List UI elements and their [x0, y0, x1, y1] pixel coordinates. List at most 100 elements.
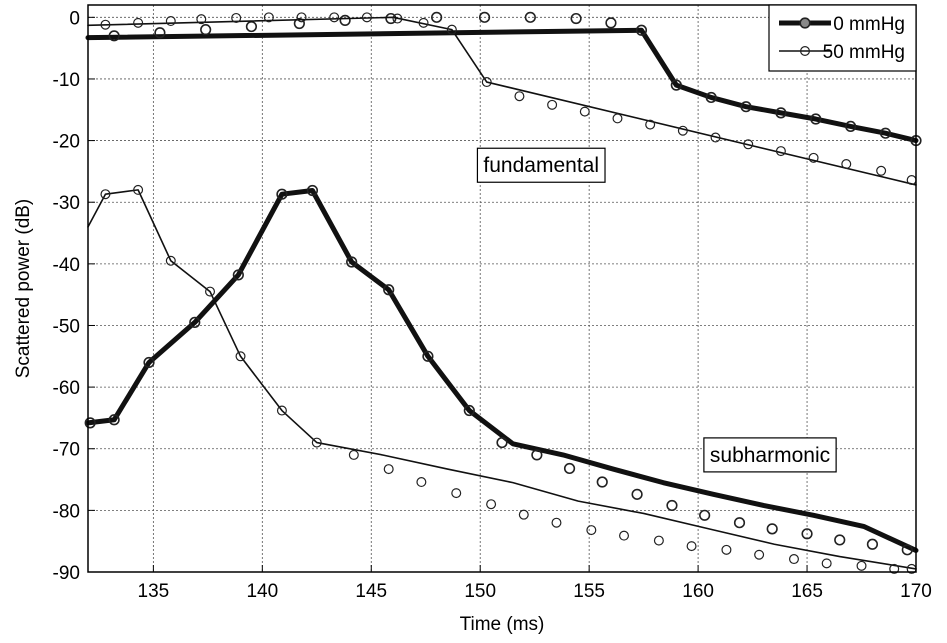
- data-point-fundamental-50mmhg: [296, 12, 307, 23]
- data-point-fundamental-50mmhg: [231, 12, 242, 23]
- data-point-subharmonic-0mmhg: [346, 256, 358, 268]
- legend-label-50mmhg: 50 mmHg: [823, 42, 905, 63]
- data-point-subharmonic-0mmhg: [496, 436, 508, 449]
- annotation-fundamental: fundamental: [476, 147, 606, 183]
- series-line-fundamental-0mmhg: [85, 27, 919, 144]
- data-point-subharmonic-0mmhg: [108, 414, 120, 426]
- data-point-fundamental-0mmhg: [570, 12, 582, 25]
- data-point-fundamental-50mmhg: [133, 17, 144, 28]
- series-layer: [84, 11, 922, 574]
- data-point-subharmonic-0mmhg: [383, 284, 395, 296]
- x-tick-label: 165: [791, 581, 823, 602]
- data-point-subharmonic-0mmhg: [531, 449, 543, 461]
- data-point-subharmonic-0mmhg: [232, 269, 244, 281]
- y-tick-label: -20: [53, 132, 80, 153]
- y-axis-title: Scattered power (dB): [13, 199, 34, 379]
- data-point-fundamental-50mmhg: [481, 77, 492, 88]
- annotation-layer: fundamental subharmonic: [476, 147, 837, 473]
- data-point-fundamental-0mmhg: [154, 27, 166, 39]
- legend-label-0mmhg: 0 mmHg: [833, 14, 905, 35]
- data-point-subharmonic-0mmhg: [733, 517, 746, 529]
- legend-marker-0mmhg: [799, 17, 811, 29]
- series-line-fundamental-50mmhg: [87, 16, 917, 186]
- data-point-fundamental-50mmhg: [775, 146, 786, 157]
- annotation-subharmonic: subharmonic: [703, 437, 837, 473]
- data-point-fundamental-0mmhg: [775, 107, 787, 119]
- data-point-fundamental-0mmhg: [293, 17, 305, 30]
- legend-marker-50mmhg: [799, 45, 810, 56]
- annotation-box: [703, 437, 837, 473]
- legend-box: [768, 4, 917, 72]
- tick-layer: 135 140 145 150 155 160 165 170 0 -10 -20 -30 -40 -50…: [53, 8, 932, 602]
- data-point-subharmonic-0mmhg: [84, 417, 96, 429]
- data-point-fundamental-50mmhg: [612, 113, 623, 124]
- data-point-subharmonic-0mmhg: [422, 350, 434, 362]
- data-point-subharmonic-50mmhg: [686, 541, 697, 552]
- data-point-subharmonic-50mmhg: [551, 517, 562, 528]
- data-point-fundamental-0mmhg: [670, 79, 682, 91]
- y-tick-label: -80: [53, 501, 80, 522]
- data-point-fundamental-50mmhg: [841, 159, 852, 170]
- y-tick-label: -70: [53, 440, 80, 461]
- data-point-subharmonic-50mmhg: [486, 499, 497, 510]
- data-point-subharmonic-50mmhg: [383, 464, 394, 475]
- data-point-fundamental-50mmhg: [808, 152, 819, 163]
- data-point-subharmonic-50mmhg: [165, 255, 176, 266]
- data-point-subharmonic-0mmhg: [901, 544, 913, 556]
- data-point-subharmonic-0mmhg: [699, 509, 711, 521]
- data-point-subharmonic-50mmhg: [205, 286, 216, 297]
- data-point-subharmonic-0mmhg: [834, 534, 846, 546]
- x-tick-label: 155: [573, 581, 605, 602]
- data-point-fundamental-50mmhg: [196, 14, 207, 25]
- series-subharmonic-50mmhg: [87, 184, 917, 574]
- data-point-fundamental-50mmhg: [710, 132, 721, 143]
- data-point-subharmonic-50mmhg: [788, 554, 799, 565]
- data-point-subharmonic-0mmhg: [563, 462, 576, 475]
- data-point-subharmonic-0mmhg: [276, 188, 288, 200]
- data-point-fundamental-50mmhg: [579, 106, 590, 117]
- plot-frame: [87, 4, 917, 573]
- data-point-subharmonic-50mmhg: [451, 488, 462, 499]
- y-tick-label: -40: [53, 255, 80, 276]
- data-point-fundamental-50mmhg: [392, 13, 403, 24]
- data-point-fundamental-0mmhg: [605, 17, 617, 29]
- x-axis-title: Time (ms): [460, 614, 545, 635]
- data-point-subharmonic-50mmhg: [348, 449, 359, 460]
- data-point-subharmonic-50mmhg: [889, 563, 900, 574]
- data-point-fundamental-0mmhg: [524, 11, 536, 23]
- y-tick-label: -10: [53, 70, 80, 91]
- data-point-subharmonic-50mmhg: [133, 184, 144, 195]
- data-point-subharmonic-50mmhg: [311, 437, 322, 448]
- data-point-fundamental-50mmhg: [100, 19, 111, 30]
- data-point-subharmonic-0mmhg: [596, 476, 608, 488]
- data-point-fundamental-0mmhg: [339, 14, 351, 27]
- series-subharmonic-0mmhg: [84, 184, 919, 556]
- data-point-subharmonic-50mmhg: [518, 509, 529, 520]
- data-point-subharmonic-50mmhg: [653, 535, 664, 546]
- data-point-subharmonic-50mmhg: [276, 405, 287, 416]
- data-point-fundamental-0mmhg: [200, 24, 212, 36]
- grid-layer: [88, 5, 917, 573]
- data-point-fundamental-0mmhg: [845, 120, 857, 133]
- data-point-fundamental-50mmhg: [876, 165, 887, 176]
- x-tick-label: 140: [246, 581, 278, 602]
- data-point-fundamental-0mmhg: [705, 91, 717, 104]
- y-tick-label: -90: [53, 563, 80, 584]
- series-fundamental-50mmhg: [87, 12, 917, 186]
- x-tick-label: 145: [355, 581, 387, 602]
- data-point-fundamental-50mmhg: [361, 12, 372, 23]
- y-tick-label: 0: [69, 8, 80, 29]
- data-point-fundamental-0mmhg: [108, 30, 120, 42]
- data-point-subharmonic-50mmhg: [235, 351, 246, 362]
- y-tick-label: -30: [53, 193, 80, 214]
- data-point-subharmonic-50mmhg: [821, 558, 832, 569]
- series-line-subharmonic-50mmhg: [87, 189, 917, 570]
- data-point-subharmonic-0mmhg: [189, 316, 201, 328]
- annotation-label: fundamental: [483, 154, 599, 177]
- data-point-subharmonic-50mmhg: [856, 560, 867, 571]
- annotation-label: subharmonic: [710, 444, 830, 467]
- data-point-fundamental-50mmhg: [446, 24, 457, 35]
- data-point-subharmonic-0mmhg: [631, 488, 643, 500]
- x-tick-label: 135: [138, 581, 170, 602]
